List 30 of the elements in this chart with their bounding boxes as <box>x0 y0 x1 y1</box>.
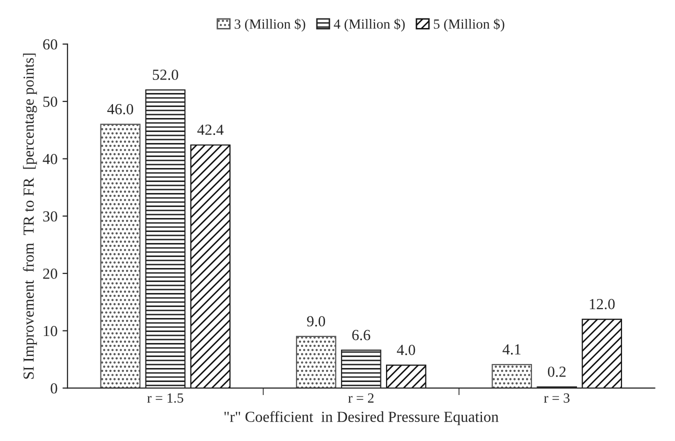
y-tick-label: 20 <box>43 268 58 279</box>
bar <box>296 336 336 388</box>
x-axis-title: "r" Coefficient in Desired Pressure Equation <box>224 411 499 426</box>
bar <box>386 364 426 388</box>
text: 6.6 <box>352 330 370 340</box>
bar <box>100 124 140 388</box>
text: 46.0 <box>107 104 134 114</box>
text: 52.0 <box>152 70 178 80</box>
text: 0.2 <box>548 366 566 377</box>
text: 4.0 <box>396 344 416 356</box>
y-tick-label: 60 <box>43 39 58 50</box>
bar <box>190 144 231 388</box>
bar <box>582 318 622 388</box>
text: 9.0 <box>307 316 326 326</box>
legend-label: 5 (Million $) <box>434 18 504 32</box>
x-tick-label: r = 2 <box>348 393 374 403</box>
x-tick-label: r = 1.5 <box>147 393 184 403</box>
y-tick-label: 0 <box>50 383 58 394</box>
y-axis-title: SI Improvement from TR to FR [percentage points] <box>22 54 37 379</box>
x-tick-label: r = 3 <box>544 393 570 403</box>
y-tick-label: 50 <box>43 96 58 107</box>
bar <box>492 364 532 388</box>
y-tick-label: 40 <box>42 154 58 164</box>
legend-label: 4 (Million $) <box>334 18 405 32</box>
text: 42.4 <box>197 124 224 136</box>
text: 4.1 <box>502 344 520 355</box>
legend-label: 3 (Million $) <box>234 18 306 32</box>
y-tick-label: 30 <box>43 211 58 222</box>
y-tick-label: 10 <box>44 326 58 336</box>
text: 12.0 <box>590 298 615 310</box>
